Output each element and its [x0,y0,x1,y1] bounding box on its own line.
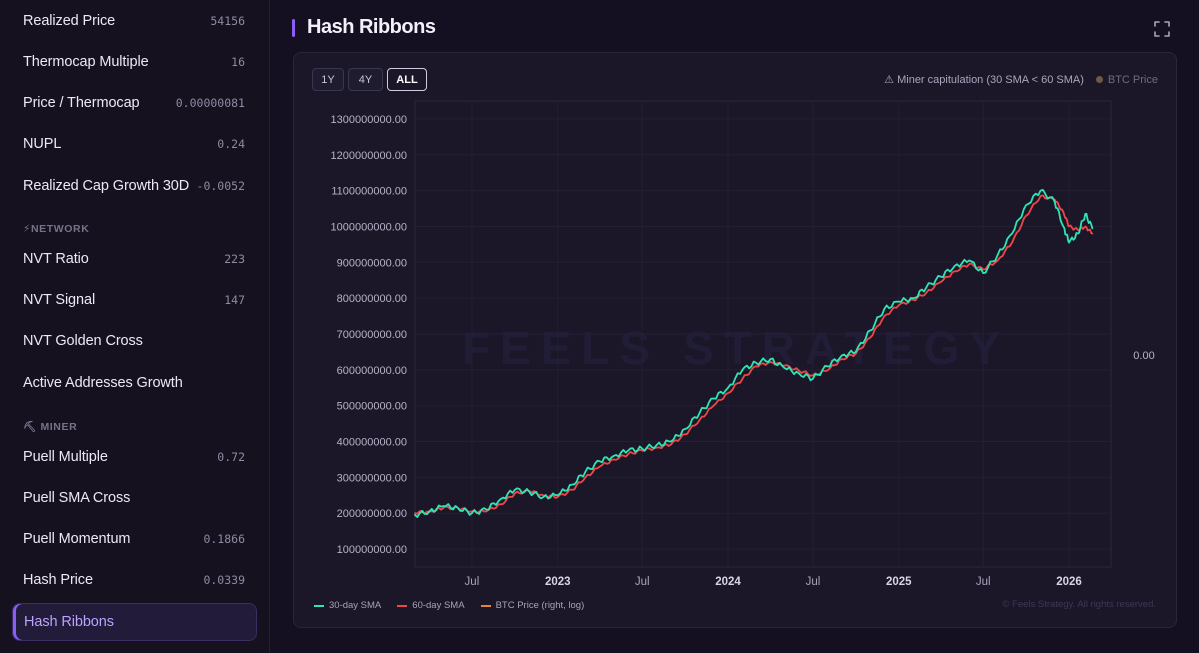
sidebar-item-label: Price / Thermocap [23,95,140,111]
sidebar-item-puell-multiple[interactable]: Puell Multiple 0.72 [12,438,257,476]
y-tick-label: 200000000.00 [337,508,407,520]
sidebar-item-label: NVT Signal [23,292,96,308]
capitulation-legend: ⚠ Miner capitulation (30 SMA < 60 SMA) [884,74,1084,86]
sidebar-item-price-thermocap[interactable]: Price / Thermocap 0.00000081 [12,84,257,122]
legend-item-btc-price[interactable]: BTC Price (right, log) [480,600,585,611]
legend-label-60-day: 60-day SMA [412,600,465,611]
legend-swatch-btc [480,604,491,607]
chart-card: FEELS STRATEGY 1Y 4Y ALL ⚠ Miner capitul… [293,52,1177,628]
y-tick-label: 1300000000.00 [331,114,407,126]
legend-bottom: 30-day SMA 60-day SMA BTC Price (right, … [314,600,600,611]
sidebar-item-value: 16 [231,55,245,69]
btc-price-dot [1095,76,1103,83]
sidebar-item-label: Hash Price [23,572,93,588]
sidebar: Realized Price 54156 Thermocap Multiple … [0,0,270,653]
x-tick-label: 2025 [886,576,912,588]
y-tick-label: 800000000.00 [337,293,407,305]
legend-label-btc: BTC Price (right, log) [495,600,585,611]
sidebar-item-label: NVT Ratio [23,251,89,267]
copyright-text: © Feels Strategy. All rights reserved. [1002,599,1156,610]
page-title: Hash Ribbons [307,16,436,38]
title-accent-bar [292,19,295,37]
sidebar-item-hash-ribbons[interactable]: Hash Ribbons [12,603,257,641]
x-tick-label: 2024 [715,576,741,588]
x-tick-label: Jul [635,576,650,588]
y-tick-label: 1000000000.00 [331,221,407,233]
btc-price-toggle[interactable]: BTC Price [1107,73,1158,86]
sidebar-item-label: Realized Cap Growth 30D [23,178,190,194]
sidebar-item-value: -0.0052 [196,179,245,193]
fullscreen-button[interactable] [1153,20,1171,38]
expand-icon [1154,21,1170,37]
x-tick-label: 2023 [545,576,571,588]
sidebar-item-nupl[interactable]: NUPL 0.24 [12,125,257,163]
y-tick-label: 600000000.00 [337,365,407,377]
sidebar-item-puell-momentum[interactable]: Puell Momentum 0.1866 [12,520,257,558]
main-content: Hash Ribbons FEELS STRATEGY 1Y 4Y ALL ⚠ … [271,0,1199,653]
x-tick-label: Jul [465,576,480,588]
sidebar-item-value: 54156 [210,14,245,28]
sidebar-item-value: 0.00000081 [175,96,245,110]
sidebar-item-nvt-signal[interactable]: NVT Signal 147 [12,281,257,319]
sidebar-item-label: Active Addresses Growth [23,375,183,391]
sidebar-item-thermocap-multiple[interactable]: Thermocap Multiple 16 [12,43,257,81]
sidebar-item-label: Puell Multiple [23,449,108,465]
y-tick-label: 100000000.00 [337,544,407,556]
sidebar-item-label: NUPL [23,136,62,152]
x-tick-label: 2026 [1056,576,1082,588]
sidebar-item-value: 0.0339 [203,573,245,587]
sidebar-item-label: Puell SMA Cross [23,490,131,506]
range-button-1y[interactable]: 1Y [312,68,344,91]
y-tick-label: 1200000000.00 [331,150,407,162]
sidebar-item-value: 223 [224,252,245,266]
y-tick-label: 700000000.00 [337,329,407,341]
sidebar-item-value: 0.1866 [203,532,245,546]
sidebar-item-puell-sma-cross[interactable]: Puell SMA Cross [12,479,257,517]
sidebar-item-label: Hash Ribbons [24,614,114,630]
sidebar-section-miner: ⛏ MINER [23,421,78,433]
sidebar-item-realized-price[interactable]: Realized Price 54156 [12,2,257,40]
x-tick-label: Jul [976,576,991,588]
sidebar-item-nvt-golden-cross[interactable]: NVT Golden Cross [12,322,257,360]
sidebar-item-label: Thermocap Multiple [23,54,149,70]
legend-top: ⚠ Miner capitulation (30 SMA < 60 SMA) B… [884,73,1158,87]
sidebar-item-nvt-ratio[interactable]: NVT Ratio 223 [12,240,257,278]
sidebar-item-label: Puell Momentum [23,531,131,547]
hash-ribbons-chart: 100000000.00 200000000.00 300000000.00 4000… [331,100,1155,588]
y-tick-label: 400000000.00 [337,437,407,449]
sidebar-item-label: NVT Golden Cross [23,333,143,349]
legend-item-60-day-sma[interactable]: 60-day SMA [397,600,465,611]
series-line-30-day-sma [414,189,1094,518]
sidebar-section-network: ⚡NETWORK [23,223,90,235]
right-axis-label: 0.00 [1133,350,1154,362]
sidebar-item-hash-price[interactable]: Hash Price 0.0339 [12,561,257,599]
sidebar-item-value: 0.72 [217,450,245,464]
x-tick-label: Jul [806,576,821,588]
legend-swatch-30-day [314,604,324,607]
sidebar-item-realized-cap-growth[interactable]: Realized Cap Growth 30D -0.0052 [12,167,257,205]
legend-label-30-day: 30-day SMA [329,600,382,611]
range-button-4y[interactable]: 4Y [348,68,383,91]
legend-swatch-60-day [397,604,408,607]
y-tick-label: 500000000.00 [337,401,407,413]
sidebar-item-value: 147 [224,293,245,307]
sidebar-item-active-addresses-growth[interactable]: Active Addresses Growth [12,364,257,402]
y-tick-label: 900000000.00 [337,257,407,269]
y-tick-label: 1100000000.00 [331,186,407,198]
legend-item-30-day-sma[interactable]: 30-day SMA [314,600,381,611]
sidebar-item-value: 0.24 [217,137,245,151]
sidebar-item-label: Realized Price [23,13,116,29]
range-button-all[interactable]: ALL [387,68,427,91]
series-line-60-day-sma [414,194,1094,515]
y-tick-label: 300000000.00 [337,472,407,484]
